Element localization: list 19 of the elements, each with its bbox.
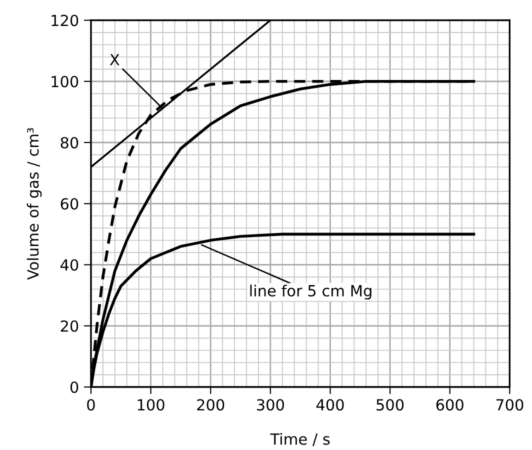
- y-tick-label: 100: [52, 76, 78, 88]
- x-axis-title: Time / s: [270, 433, 330, 446]
- x-tick-label: 500: [376, 399, 404, 411]
- y-tick-label: 40: [60, 259, 78, 271]
- x-tick-label: 400: [316, 399, 344, 411]
- annotation: X: [110, 54, 120, 66]
- x-tick-label: 100: [138, 399, 164, 411]
- annotation: line for 5 cm Mg: [250, 284, 372, 300]
- x-tick-label: 0: [87, 399, 95, 411]
- y-tick-label: 20: [60, 320, 78, 332]
- x-tick-label: 200: [197, 399, 224, 411]
- y-tick-label: 60: [60, 198, 78, 210]
- x-tick-label: 300: [256, 399, 284, 411]
- x-tick-label: 600: [436, 399, 464, 411]
- y-tick-label: 80: [60, 136, 78, 149]
- y-tick-label: 120: [52, 14, 78, 26]
- y-axis-title: Volume of gas / cm³: [26, 128, 42, 280]
- x-tick-label: 700: [496, 399, 524, 411]
- y-tick-label: 0: [70, 381, 78, 394]
